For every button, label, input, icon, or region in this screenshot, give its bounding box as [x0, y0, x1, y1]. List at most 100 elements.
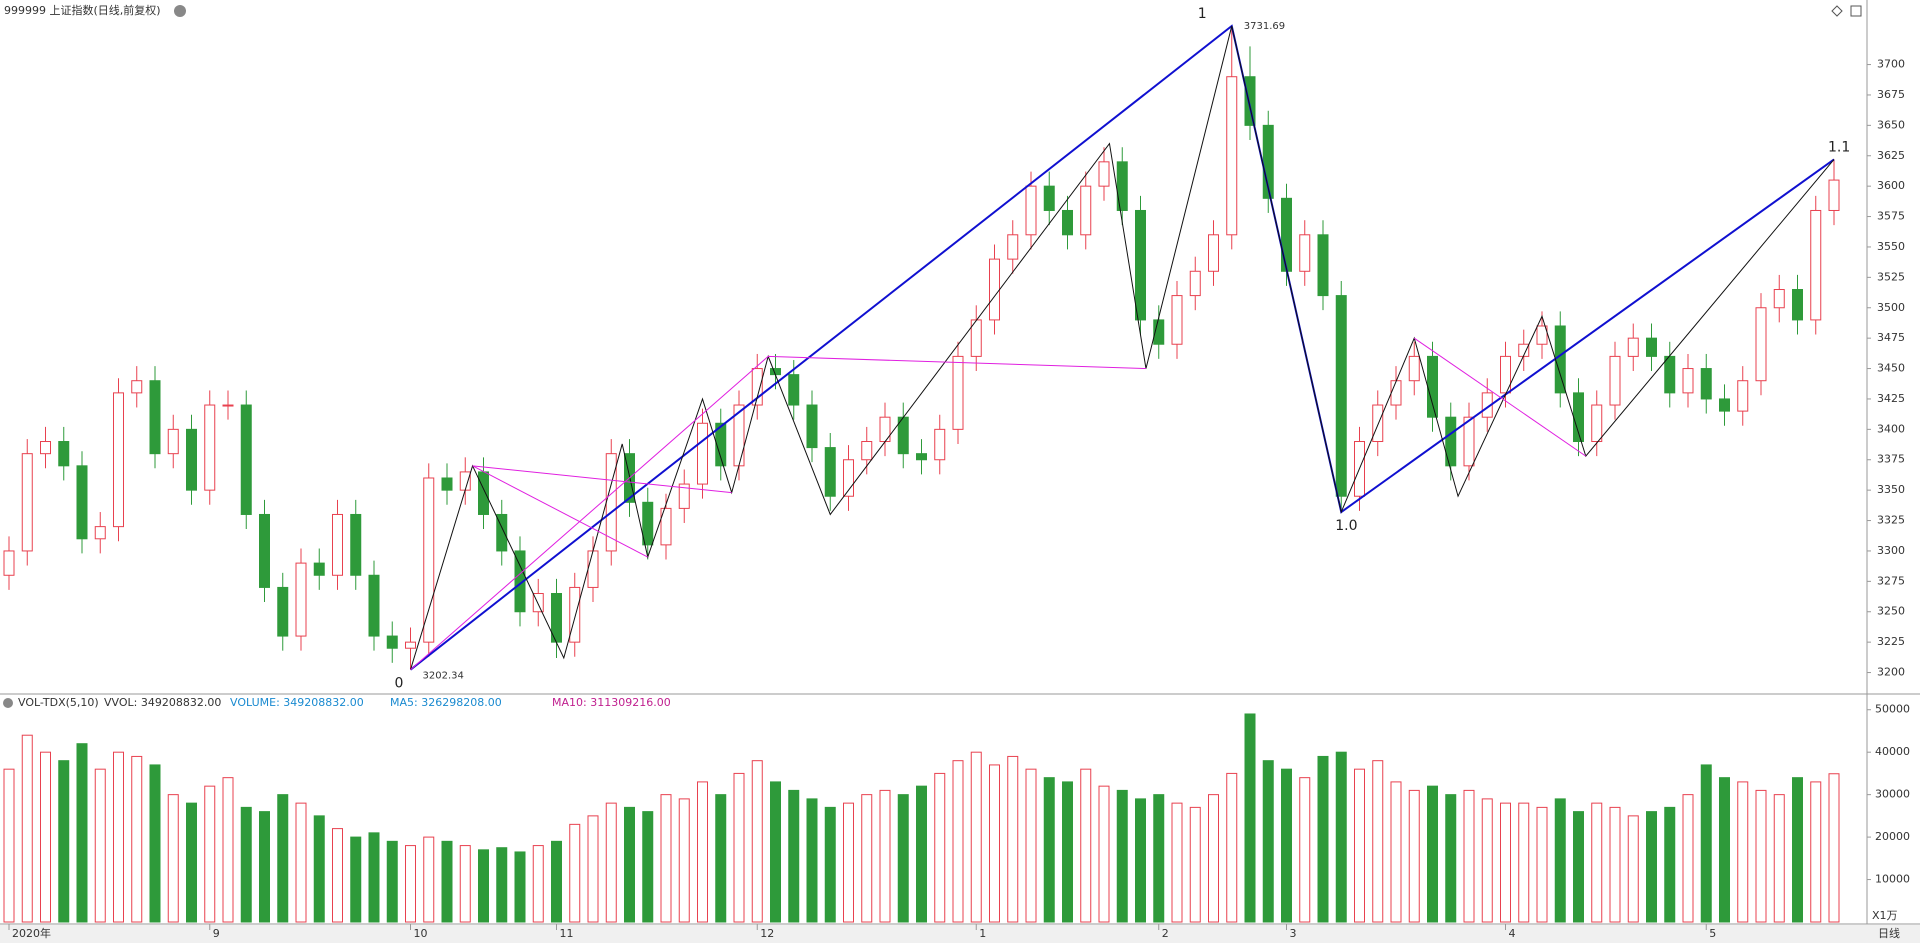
volume-bar: [551, 840, 562, 923]
y-tick-label: 3500: [1877, 301, 1905, 314]
wave-label: 1.1: [1828, 139, 1850, 155]
volume-bar: [1755, 789, 1767, 923]
volume-bar: [113, 751, 124, 923]
candle-body: [40, 441, 51, 455]
volume-bar: [1372, 760, 1384, 923]
icon[interactable]: [1831, 5, 1843, 17]
candle-body: [368, 574, 380, 637]
volume-bar: [514, 851, 526, 923]
volume-bar: [989, 764, 1000, 923]
candle-body: [94, 526, 106, 540]
candle-body: [1463, 416, 1475, 467]
candle-body: [1591, 404, 1603, 443]
volume-bar: [715, 794, 727, 923]
volume-bar: [332, 828, 343, 923]
volume-bar: [733, 772, 745, 923]
x-tick-label: 2: [1162, 927, 1169, 940]
candle-body: [1536, 325, 1548, 345]
candle-body: [1226, 76, 1238, 236]
candle-body: [660, 507, 672, 546]
y-tick-label: 3525: [1877, 270, 1905, 283]
volume-bar: [1135, 798, 1146, 923]
y-tick-label: 3400: [1877, 422, 1905, 435]
candle-body: [861, 441, 873, 461]
volume-bar: [1646, 811, 1657, 923]
candle-body: [186, 428, 197, 491]
candle-body: [715, 422, 727, 467]
y-tick-label: 3700: [1877, 58, 1905, 71]
y-tick-label: 3200: [1877, 666, 1905, 679]
candle-body: [1500, 355, 1511, 394]
candle-body: [952, 355, 964, 430]
x-tick-label: 5: [1709, 927, 1716, 940]
volume-bar: [569, 823, 581, 923]
volume-bar: [587, 815, 599, 923]
volume-bar: [1810, 781, 1822, 923]
volume-bar: [1719, 777, 1730, 923]
wave-line: [410, 355, 1146, 671]
menu-button[interactable]: [3, 698, 13, 708]
volume-bar: [259, 811, 270, 923]
y-tick-label: 40000: [1875, 745, 1910, 758]
candle-body: [1390, 380, 1402, 406]
volume-bar: [222, 777, 234, 923]
volume-bar: [806, 798, 818, 923]
y-tick-label: 3350: [1877, 483, 1905, 496]
volume-bar: [167, 794, 179, 923]
volume-bar: [605, 802, 617, 923]
wave-line: [472, 465, 648, 558]
volume-bar: [1408, 789, 1420, 923]
y-tick-label: 50000: [1875, 703, 1910, 716]
candle-body: [496, 513, 508, 552]
volume-bar: [313, 815, 325, 923]
volume-bar: [1481, 798, 1493, 923]
period-label: 日线: [1878, 926, 1900, 940]
volume-bar: [970, 751, 982, 923]
candle-body: [1682, 368, 1694, 394]
volume-bar: [697, 781, 708, 923]
volume-bar: [1025, 768, 1037, 923]
candle-body: [532, 593, 544, 613]
x-tick-label: 2020年: [12, 926, 51, 940]
volume-bar: [1773, 794, 1785, 923]
candle-body: [1408, 355, 1420, 382]
y-tick-label: 3625: [1877, 149, 1905, 162]
candle-body: [1335, 295, 1347, 497]
candle-body: [1189, 270, 1201, 297]
volume-bar: [1536, 806, 1548, 923]
x-tick-label: 1: [979, 927, 986, 940]
icon[interactable]: [1850, 5, 1862, 17]
y-tick-label: 3475: [1877, 331, 1905, 344]
candle-body: [1281, 197, 1292, 272]
volume-bar: [1500, 802, 1511, 923]
volume-bar: [1317, 755, 1329, 923]
volume-bar: [1390, 781, 1402, 923]
volume-bar: [788, 789, 800, 923]
candle-body: [1427, 355, 1438, 418]
x-tick-label: 10: [414, 927, 428, 940]
candle-body: [222, 404, 234, 407]
volume-bar: [1609, 806, 1621, 923]
y-tick-label: 3375: [1877, 453, 1905, 466]
volume-bar: [76, 743, 88, 923]
candle-body: [569, 586, 581, 643]
candle-body: [58, 441, 70, 467]
candle-body: [259, 513, 270, 588]
volume-bar: [861, 794, 873, 923]
candle-body: [1372, 404, 1384, 443]
y-tick-label: 30000: [1875, 788, 1910, 801]
menu-button[interactable]: [174, 5, 186, 17]
wave-label: 1.0: [1335, 518, 1357, 534]
volume-bar: [21, 734, 33, 923]
candle-body: [478, 471, 489, 515]
volume-bar: [751, 760, 763, 923]
volume-bar: [423, 836, 435, 923]
volume-bar: [496, 847, 508, 923]
volume-bar: [1828, 773, 1840, 923]
candle-body: [1792, 289, 1803, 321]
indicator-value: VOLUME: 349208832.00: [230, 696, 364, 709]
candle-body: [1244, 76, 1256, 126]
volume-bar: [1335, 751, 1347, 923]
volume-bar: [1299, 777, 1311, 923]
wave-line: [1413, 337, 1587, 457]
